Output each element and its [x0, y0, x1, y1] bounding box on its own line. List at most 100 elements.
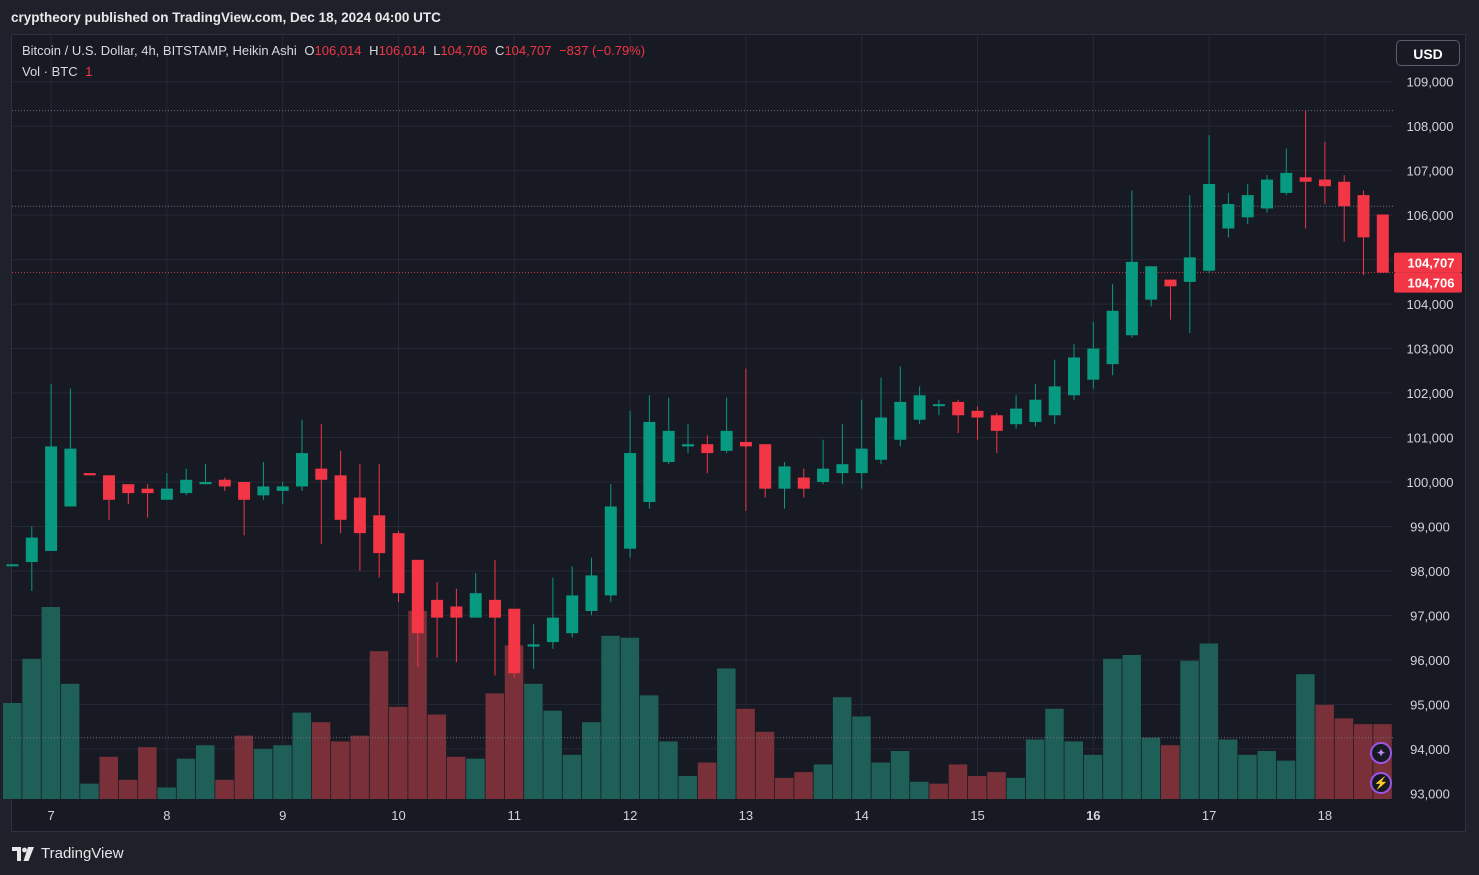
- candle-body: [662, 430, 675, 462]
- y-tick-label: 101,000: [1407, 431, 1454, 446]
- volume-bar: [1257, 751, 1276, 799]
- price-label-text: 104,706: [1408, 276, 1455, 291]
- candle-body: [990, 415, 1003, 431]
- lightning-button[interactable]: ⚡: [1370, 772, 1392, 794]
- x-tick-label: 10: [391, 808, 405, 823]
- legend-row: Bitcoin / U.S. Dollar, 4h, BITSTAMP, Hei…: [22, 43, 649, 58]
- legend-close-value: 104,707: [504, 43, 552, 58]
- chart-panel[interactable]: [11, 34, 1466, 832]
- volume-bar: [1354, 724, 1373, 799]
- x-tick-label: 17: [1202, 808, 1216, 823]
- volume-bar: [157, 787, 176, 799]
- volume-bar: [1045, 708, 1064, 799]
- candle-body: [1125, 261, 1138, 336]
- volume-bar: [794, 772, 813, 799]
- candle-body: [489, 599, 501, 618]
- volume-bar: [1334, 718, 1354, 799]
- price-label-text: 104,707: [1408, 256, 1455, 271]
- volume-bar: [1315, 704, 1334, 799]
- y-tick-label: 93,000: [1410, 786, 1450, 801]
- y-tick-label: 106,000: [1407, 208, 1454, 223]
- candle-body: [875, 417, 887, 460]
- volume-bar: [1161, 745, 1180, 799]
- volume-bar: [736, 708, 755, 799]
- volume-bar: [427, 714, 447, 799]
- price-label-tag: [1394, 272, 1462, 293]
- candle-body: [1106, 310, 1119, 365]
- y-tick-label: 103,000: [1407, 342, 1454, 357]
- volume-bar: [1238, 754, 1257, 799]
- volume-bar: [1141, 737, 1161, 799]
- volume-bar: [485, 693, 504, 799]
- candle-body: [450, 606, 463, 618]
- candle-body: [1029, 399, 1042, 422]
- candle-body: [682, 444, 694, 447]
- candle-body: [45, 446, 58, 551]
- y-tick-label: 95,000: [1410, 697, 1450, 712]
- volume-bar: [968, 775, 987, 799]
- x-tick-label: 15: [970, 808, 984, 823]
- volume-bar: [813, 764, 833, 799]
- candle-body: [64, 448, 77, 507]
- volume-bar: [948, 764, 968, 799]
- y-tick-label: 104,000: [1407, 297, 1454, 312]
- legend-symbol[interactable]: Bitcoin / U.S. Dollar, 4h, BITSTAMP, Hei…: [22, 43, 297, 58]
- volume-bar: [929, 783, 948, 799]
- candle-body: [1203, 183, 1216, 271]
- candle-body: [643, 421, 656, 503]
- candle-body: [894, 401, 907, 440]
- legend-open-value: 106,014: [314, 43, 362, 58]
- volume-bar: [678, 775, 697, 799]
- y-tick-label: 107,000: [1407, 164, 1454, 179]
- x-tick-label: 13: [739, 808, 753, 823]
- candle-body: [373, 515, 386, 554]
- volume-bar: [987, 772, 1006, 799]
- candle-body: [604, 506, 617, 596]
- volume-bar: [697, 762, 717, 799]
- volume-bar: [659, 741, 678, 799]
- candle-body: [1338, 181, 1351, 207]
- candle-body: [1241, 195, 1254, 218]
- candle-body: [720, 430, 733, 451]
- tradingview-brand[interactable]: TradingView: [12, 845, 124, 862]
- volume-bar: [350, 735, 369, 799]
- volume-bar: [1103, 658, 1122, 799]
- volume-bar: [389, 706, 408, 799]
- x-tick-label: 14: [854, 808, 868, 823]
- y-tick-label: 102,000: [1407, 386, 1454, 401]
- candle-body: [1068, 357, 1080, 396]
- x-tick-label: 12: [623, 808, 637, 823]
- x-tick-label: 7: [47, 808, 54, 823]
- candle-body: [1087, 348, 1100, 380]
- volume-bar: [775, 777, 794, 799]
- x-tick-label: 11: [508, 808, 522, 823]
- volume-bar: [1064, 741, 1083, 799]
- candle-body: [585, 575, 598, 611]
- candle-body: [122, 484, 135, 494]
- candle-body: [624, 453, 637, 549]
- volume-bar: [1006, 777, 1026, 799]
- star-button[interactable]: ✦: [1370, 742, 1392, 764]
- candle-body: [546, 617, 559, 643]
- candle-body: [1048, 386, 1061, 416]
- volume-bar: [871, 762, 890, 799]
- volume-bar: [1083, 754, 1103, 799]
- candle-body: [932, 404, 945, 407]
- volume-bar: [717, 668, 736, 799]
- volume-bar: [1218, 739, 1238, 799]
- volume-bar: [253, 749, 273, 799]
- candle-body: [778, 466, 791, 489]
- candle-body: [566, 595, 579, 634]
- volume-bar: [755, 731, 775, 799]
- candle-body: [1010, 408, 1023, 425]
- candle-body: [527, 644, 540, 647]
- candle-body: [1145, 266, 1158, 300]
- volume-bar: [446, 756, 466, 799]
- volume-bar: [524, 683, 543, 799]
- y-tick-label: 108,000: [1407, 119, 1454, 134]
- volume-legend-label[interactable]: Vol · BTC: [22, 64, 78, 79]
- currency-button[interactable]: USD: [1396, 40, 1460, 66]
- legend-open-label: O: [304, 43, 315, 58]
- volume-legend-value: 1: [85, 64, 93, 79]
